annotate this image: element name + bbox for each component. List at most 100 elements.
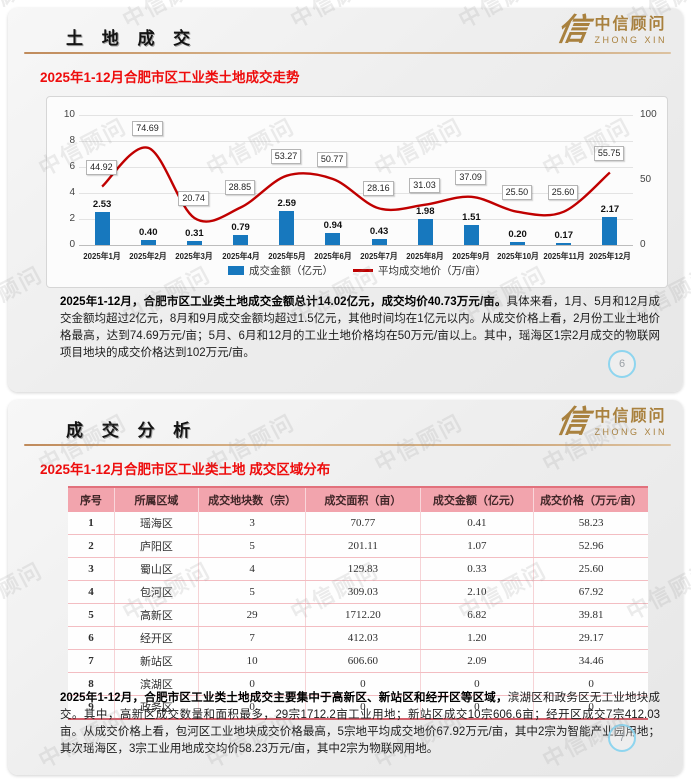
line-value-label: 74.69: [132, 120, 163, 136]
left-axis-tick-label: 4: [69, 187, 75, 198]
table-cell: 2: [68, 534, 115, 558]
table-cell: 3: [198, 512, 307, 535]
table-row: 4 包河区 5 309.03 2.10 67.92: [68, 580, 648, 604]
table-header-cell: 所属区域: [114, 486, 199, 512]
table-row: 1 瑶海区 3 70.77 0.41 58.23: [68, 512, 648, 535]
table-cell: 2.09: [420, 649, 535, 673]
table-cell: 3: [68, 557, 115, 581]
month-label: 2025年5月: [268, 251, 306, 261]
header-divider: [24, 444, 671, 446]
table-header-cell: 成交价格（万元/亩）: [533, 486, 648, 512]
zhongxin-logo: 信 中信顾问 ZHONG XIN: [554, 12, 667, 48]
table-cell: 6.82: [420, 603, 535, 627]
slide1-analysis-text: 2025年1-12月，合肥市区工业类土地成交金额总计14.02亿元，成交均价40…: [60, 294, 660, 362]
table-cell: 经开区: [114, 626, 199, 650]
table-cell: 瑶海区: [114, 512, 199, 535]
right-axis-tick-label: 50: [640, 174, 652, 185]
slide2-header-title: 成 交 分 析: [66, 421, 198, 440]
region-distribution-table: 序号 所属区域 成交地块数（宗） 成交面积（亩） 成交金额（亿元） 成交价格（万元/亩） …: [68, 486, 648, 720]
month-label: 2025年3月: [175, 251, 214, 261]
left-axis-tick-label: 6: [69, 161, 75, 172]
brand-name-cn: 中信顾问: [594, 408, 667, 426]
line-value-label: 20.74: [178, 191, 209, 207]
gridline: [79, 219, 633, 220]
table-cell: 0: [533, 695, 648, 720]
table-cell: 新站区: [114, 649, 199, 673]
table-cell: 29: [198, 603, 307, 627]
right-axis-tick-label: 100: [640, 109, 657, 120]
table-cell: 0: [198, 672, 307, 696]
table-row: 2 庐阳区 5 201.11 1.07 52.96: [68, 534, 648, 558]
page-number: 6: [618, 358, 626, 370]
slide1-section-title: 2025年1-12月合肥市区工业类土地成交走势: [40, 70, 300, 85]
table-row: 8 滨湖区 0 0 0 0: [68, 672, 648, 696]
bar: [186, 240, 202, 245]
month-label: 2025年6月: [314, 251, 352, 261]
slide2-analysis-text: 2025年1-12月，合肥市区工业类土地成交主要集中于高新区、新站区和经开区等区…: [60, 690, 660, 758]
table-header-cell: 成交金额（亿元）: [420, 486, 535, 512]
zhongxin-logo: 信 中信顾问 ZHONG XIN: [554, 404, 667, 440]
page-number-badge: 6: [608, 350, 636, 378]
table-cell: 4: [68, 580, 115, 604]
table-cell: 1.20: [420, 626, 535, 650]
table-cell: 1712.20: [305, 603, 421, 627]
bar: [233, 234, 249, 245]
table-cell: 滨湖区: [114, 672, 199, 696]
left-axis-tick-label: 8: [69, 135, 75, 146]
month-label: 2025年4月: [221, 251, 260, 261]
table-header-cell: 序号: [68, 486, 115, 512]
gridline: [79, 115, 633, 116]
table-cell: 67.92: [533, 580, 648, 604]
month-label: 2025年8月: [406, 251, 444, 261]
left-axis-tick-label: 0: [69, 239, 75, 250]
table-cell: 309.03: [305, 580, 421, 604]
table-cell: 7: [68, 649, 115, 673]
month-label: 2025年2月: [129, 251, 167, 261]
table-cell: 10: [198, 649, 307, 673]
table-cell: 606.60: [305, 649, 421, 673]
chart-legend: 成交金额（亿元） 平均成交地价（万/亩）: [47, 263, 667, 278]
table-cell: 29.17: [533, 626, 648, 650]
table-cell: 70.77: [305, 512, 421, 535]
line-legend-swatch: [353, 269, 374, 272]
table-cell: 包河区: [114, 580, 199, 604]
gridline: [79, 245, 633, 246]
left-axis-tick-label: 2: [69, 213, 75, 224]
brand-name-cn: 中信顾问: [594, 16, 667, 34]
table-cell: 39.81: [533, 603, 648, 627]
table-cell: 412.03: [305, 626, 421, 650]
page-number-badge: 7: [608, 724, 636, 752]
table-cell: 政务区: [114, 695, 199, 720]
table-cell: 5: [198, 534, 307, 558]
table-row: 9 政务区 0 0 0 0: [68, 695, 648, 720]
table-cell: 蜀山区: [114, 557, 199, 581]
page-number: 7: [618, 732, 626, 744]
zhongxin-logo-icon: 信: [554, 404, 592, 440]
bar-value-label: 0.43: [369, 226, 389, 238]
month-label: 2025年7月: [360, 251, 398, 261]
line-value-label: 28.16: [363, 181, 394, 197]
line-value-label: 44.92: [86, 159, 117, 175]
bar: [140, 239, 156, 245]
table-cell: 0: [420, 672, 535, 696]
bar-value-label: 0.31: [185, 227, 204, 239]
bar-value-label: 2.59: [277, 198, 297, 210]
table-cell: 5: [68, 603, 115, 627]
table-row: 6 经开区 7 412.03 1.20 29.17: [68, 626, 648, 650]
line-value-label: 25.60: [547, 184, 579, 200]
month-label: 2025年1月: [83, 251, 121, 261]
slide1-header-title: 土 地 成 交: [66, 29, 198, 48]
brand-name-en: ZHONG XIN: [594, 34, 667, 45]
zhongxin-logo-icon: 信: [554, 12, 592, 48]
gridline: [79, 167, 633, 168]
bar-value-label: 0.40: [139, 226, 158, 238]
bar-legend-swatch: [228, 266, 245, 275]
bar: [417, 219, 433, 245]
legend-item-line: 平均成交地价（万/亩）: [353, 263, 486, 278]
bar: [94, 212, 110, 245]
slide1-analysis-regular: 具体来看，1月、5月和12月成交金额均超过2亿元，8月和9月成交金额均超过1.5…: [60, 296, 660, 360]
brand-name-en: ZHONG XIN: [594, 426, 667, 437]
bar-value-label: 1.98: [416, 206, 435, 218]
table-cell: 1.07: [420, 534, 535, 558]
table-row: 7 新站区 10 606.60 2.09 34.46: [68, 649, 648, 673]
